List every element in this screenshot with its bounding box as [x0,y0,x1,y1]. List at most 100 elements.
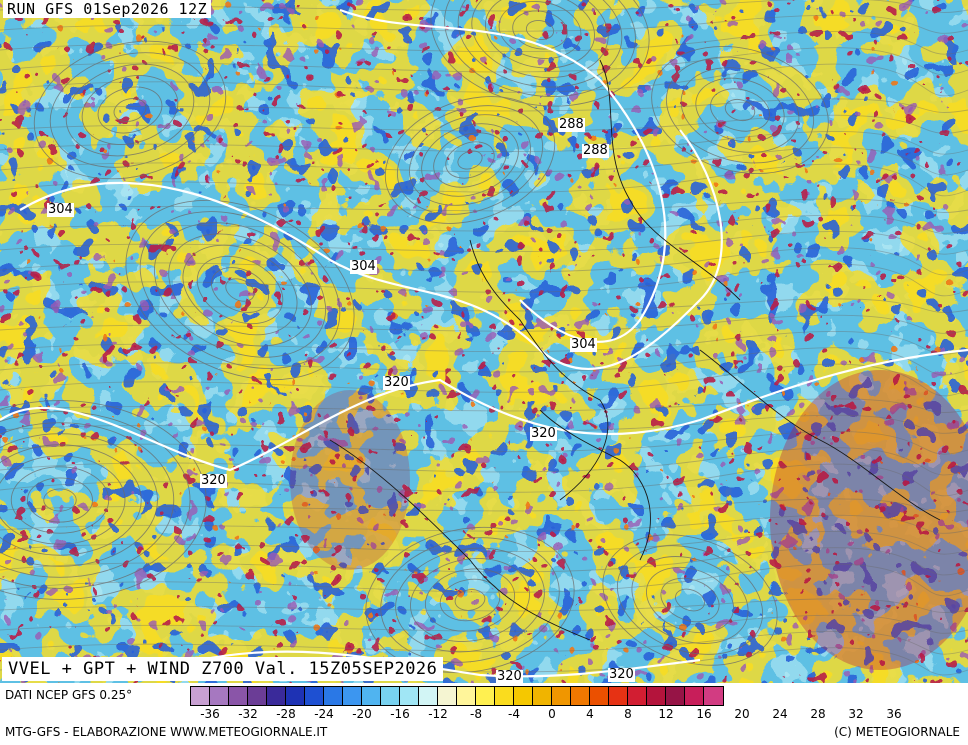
color-scale-tick-label: 16 [696,707,712,721]
data-source-label: DATI NCEP GFS 0.25° [5,688,133,702]
wind-streamline [471,0,609,79]
wind-streamline [484,0,596,69]
color-scale-tick-label: 8 [624,707,632,721]
wind-streamline [0,547,968,576]
wind-streamline [651,46,829,174]
color-scale-box [419,687,438,705]
weather-map: RUN GFS 01Sep2026 12Z 288 288 304 304 30… [0,0,968,683]
wind-streamline [0,98,968,113]
wind-streamline [0,563,968,597]
isohypse-288 [339,8,667,343]
color-scale-box [400,687,419,705]
isohypse-320-north [0,348,968,472]
wind-streamline [660,577,720,623]
credit-left: MTG-GFS - ELABORAZIONE WWW.METEOGIORNALE… [5,725,328,739]
wind-streamline [457,150,483,170]
contour-label: 320 [608,667,635,682]
wind-streamline [0,530,968,555]
map-title: VVEL + GPT + WIND Z700 Val. 15Z05SEP2026 [2,657,444,681]
wind-streamline [512,10,568,50]
wind-streamline [0,514,968,534]
color-scale-box [514,687,533,705]
color-scale-tick-label: -4 [508,707,520,721]
wind-streamline [602,534,778,666]
wind-streamline [0,47,968,76]
color-scale-ticks: -36 -32 -28 -24 -20 -16 -12 -8 -4 0 4 8 12 16 20 24 28 32… [190,707,968,723]
contour-label: 320 [383,375,410,390]
color-scale-box [381,687,400,705]
color-scale-box [210,687,229,705]
wind-streamline [409,114,531,206]
wind-streamline [498,1,582,59]
color-scale-box [628,687,647,705]
wind-streamline [0,498,968,513]
wind-streamline [0,230,968,255]
wind-streamline [0,398,968,413]
contour-label: 304 [570,337,597,352]
color-scale-box [704,687,723,705]
wind-streamline [0,433,158,567]
color-scale-tick-label: 24 [772,707,788,721]
wind-streamline [113,98,147,122]
wind-streamline [395,547,545,653]
wind-streamline [680,67,800,153]
wind-streamline [439,578,501,622]
wind-streamline [631,556,749,644]
wind-streamline [0,130,968,155]
wind-streamline [457,0,623,88]
wind-streamline [0,422,175,578]
color-scale-box [362,687,381,705]
wind-streamline [0,298,968,313]
isohypse-304 [19,129,723,371]
coastline [699,349,941,521]
wind-streamline [225,278,255,302]
contour-label: 320 [530,426,557,441]
vertical-velocity-field [0,0,968,683]
color-scale-tick-label: -8 [470,707,482,721]
wind-streamline [0,630,968,655]
wind-streamline [525,20,555,40]
coastline [599,59,741,301]
wind-streamline [0,14,968,34]
color-scale-box [286,687,305,705]
contour-label: 304 [47,202,74,217]
wind-streamline [0,430,968,455]
run-title: RUN GFS 01Sep2026 12Z [3,0,212,18]
wind-streamline [0,147,968,176]
wind-streamline [365,526,575,674]
contour-label: 288 [558,117,585,132]
wind-streamline [0,198,968,213]
wind-streamline [616,545,764,655]
wind-streamline [0,247,968,276]
wind-streamline [0,598,968,613]
coastline [469,239,609,501]
color-scale-tick-label: -12 [428,707,448,721]
wind-streamline [97,86,163,134]
color-scale-tick-label: 4 [586,707,594,721]
wind-streamline [10,466,110,534]
wind-streamline [445,141,495,179]
color-scale-box [324,687,343,705]
copyright: (C) METEOGIORNALE [834,725,960,739]
wind-streamline [43,488,77,512]
color-scale-bar [190,686,724,706]
wind-streamline [424,568,516,632]
contour-label: 320 [200,473,227,488]
wind-streamline [433,132,507,188]
contour-label: 288 [582,143,609,158]
wind-streamline [675,588,705,612]
wind-streamline [153,222,327,358]
color-scale-box [229,687,248,705]
wind-streamline [0,30,968,55]
color-scale-box [533,687,552,705]
wind-streamline [182,244,298,336]
color-scale-box [476,687,495,705]
legend-footer: DATI NCEP GFS 0.25° -36 -32 -28 -24 -20 -16 -1… [0,683,968,745]
color-scale-tick-label: 0 [548,707,556,721]
wind-streamline [396,105,544,215]
color-scale-box [457,687,476,705]
wind-streamline [695,77,785,143]
wind-streamline [410,558,530,642]
color-scale-tick-label: -28 [276,707,296,721]
color-scale-tick-label: 36 [886,707,902,721]
